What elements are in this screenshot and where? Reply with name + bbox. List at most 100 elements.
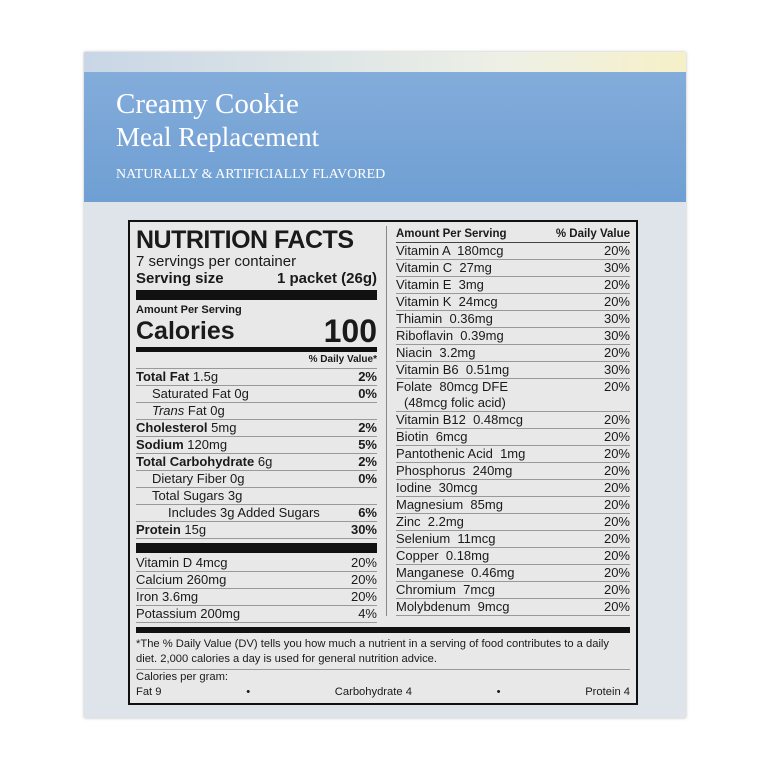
vitamin-dv: 30% (603, 328, 630, 343)
mineral-dv: 20% (350, 572, 377, 587)
nutrient-dv: 2% (358, 454, 377, 469)
vitamin-row: Vitamin C 27mg 30% (396, 260, 630, 277)
vitamin-label: Vitamin C 27mg (396, 260, 492, 275)
vitamin-dv: 20% (603, 243, 630, 258)
amount-per-serving: Amount Per Serving (136, 304, 242, 316)
nutrient-name: Saturated Fat (152, 386, 231, 401)
vitamin-row: Vitamin B6 0.51mg 30% (396, 362, 630, 379)
vitamin-row: Zinc 2.2mg 20% (396, 514, 630, 531)
vitamin-label: Manganese 0.46mg (396, 565, 515, 580)
facts-title: NUTRITION FACTS (136, 226, 354, 254)
nutrient-amount: 3g (227, 488, 243, 503)
nutrient-label: Includes 3g Added Sugars (136, 505, 320, 521)
brand-band: Creamy Cookie Meal Replacement NATURALLY… (84, 52, 686, 202)
calories-label: Calories (136, 317, 235, 345)
nutrient-dv: 5% (358, 437, 377, 452)
nutrient-label: Total Sugars 3g (136, 488, 242, 504)
vitamin-dv: 20% (603, 412, 630, 427)
nutrient-name: Trans (152, 403, 185, 418)
calories-row: Calories 100 (136, 315, 377, 347)
nutrient-label: Protein 15g (136, 522, 206, 538)
vitamin-dv: 20% (603, 277, 630, 292)
right-amount-header: Amount Per Serving (396, 228, 507, 240)
vitamin-label: Biotin 6mcg (396, 429, 468, 444)
mineral-list: Vitamin D 4mcg 20% Calcium 260mg 20% Iron 3.… (136, 555, 377, 623)
vitamin-label: Molybdenum 9mcg (396, 599, 510, 614)
vitamin-label: Copper 0.18mg (396, 548, 490, 563)
medium-rule (136, 347, 377, 352)
vitamin-label: Chromium 7mcg (396, 582, 495, 597)
nutrient-amount: 5mg (211, 420, 237, 435)
nutrient-label: Total Fat 1.5g (136, 369, 218, 385)
flavor-note: NATURALLY & ARTIFICIALLY FLAVORED (116, 167, 386, 182)
vitamin-dv: 30% (603, 362, 630, 377)
vitamin-label: Pantothenic Acid 1mg (396, 446, 526, 461)
vitamin-dv: 20% (603, 294, 630, 309)
mineral-row: Potassium 200mg 4% (136, 606, 377, 623)
mineral-label: Vitamin D 4mcg (136, 555, 228, 570)
bottom-rule (136, 627, 630, 633)
vitamin-row: Copper 0.18mg 20% (396, 548, 630, 565)
vitamin-label: Folate 80mcg DFE (396, 379, 508, 394)
mineral-row: Vitamin D 4mcg 20% (136, 555, 377, 572)
nutrient-name: Sodium (136, 437, 184, 452)
nutrient-row: Total Sugars 3g (136, 488, 377, 505)
vitamin-label: Phosphorus 240mg (396, 463, 513, 478)
nutrient-amount: 6g (257, 454, 273, 469)
vitamin-list: Vitamin A 180mcg 20% Vitamin C 27mg 30% Vita… (396, 243, 630, 616)
thick-rule (136, 543, 377, 553)
nutrient-row: Total Fat 1.5g 2% (136, 369, 377, 386)
bullet: • (496, 686, 501, 698)
left-column: NUTRITION FACTS 7 servings per container… (136, 226, 377, 623)
vitamin-row: Vitamin E 3mg 20% (396, 277, 630, 294)
vitamin-label: Vitamin E 3mg (396, 277, 484, 292)
nutrient-dv: 6% (358, 505, 377, 520)
vitamin-dv: 20% (603, 599, 630, 614)
nutrient-amount: 0g (210, 403, 225, 418)
vitamin-row: Riboflavin 0.39mg 30% (396, 328, 630, 345)
fat-cal: Fat 9 (136, 686, 162, 698)
vitamin-label: Riboflavin 0.39mg (396, 328, 504, 343)
serving-size-row: Serving size 1 packet (26g) (136, 270, 377, 288)
product-name: Creamy Cookie (116, 88, 299, 120)
nutrient-list: Total Fat 1.5g 2% Saturated Fat 0g 0% Trans … (136, 369, 377, 539)
nutrient-row: Includes 3g Added Sugars 6% (136, 505, 377, 522)
vitamin-dv: 20% (603, 497, 630, 512)
vitamin-dv: 20% (603, 429, 630, 444)
vitamin-row: Iodine 30mcg 20% (396, 480, 630, 497)
nutrient-dv: 0% (358, 386, 377, 401)
vitamin-label: Vitamin B12 0.48mcg (396, 412, 523, 427)
vitamin-row: Folate 80mcg DFE (48mcg folic acid) 20% (396, 379, 630, 412)
carb-cal: Carbohydrate 4 (334, 686, 412, 698)
right-dv-header: % Daily Value (555, 228, 630, 240)
vitamin-dv: 20% (603, 514, 630, 529)
vitamin-label: Vitamin K 24mcg (396, 294, 498, 309)
nutrient-name: Total Fat (136, 369, 190, 384)
vitamin-dv: 30% (603, 260, 630, 275)
mineral-label: Potassium 200mg (136, 606, 241, 621)
nutrient-name: Protein (136, 522, 181, 537)
nutrient-dv: 0% (358, 471, 377, 486)
vitamin-label: Vitamin B6 0.51mg (396, 362, 510, 377)
vitamin-dv: 20% (603, 582, 630, 597)
footnote-area: *The % Daily Value (DV) tells you how mu… (136, 637, 630, 700)
vitamin-dv: 20% (603, 480, 630, 495)
vitamin-row: Magnesium 85mg 20% (396, 497, 630, 514)
nutrition-facts-panel: NUTRITION FACTS 7 servings per container… (128, 220, 638, 705)
nutrient-row: Cholesterol 5mg 2% (136, 420, 377, 437)
bullet: • (246, 686, 251, 698)
vitamin-dv: 20% (603, 345, 630, 360)
serving-size-label: Serving size (136, 270, 224, 287)
calories-per-gram-row: Fat 9 • Carbohydrate 4 • Protein 4 (136, 685, 630, 700)
vitamin-label: Iodine 30mcg (396, 480, 478, 495)
nutrient-label: Trans Fat 0g (152, 403, 225, 418)
nutrient-name: Cholesterol (136, 420, 208, 435)
mineral-label: Iron 3.6mg (136, 589, 199, 604)
nutrient-label: Cholesterol 5mg (136, 420, 236, 436)
nutrient-row: Sodium 120mg 5% (136, 437, 377, 454)
mineral-label: Calcium 260mg (136, 572, 227, 587)
vitamin-label: Magnesium 85mg (396, 497, 503, 512)
nutrient-amount: 120mg (187, 437, 228, 452)
servings: 7 servings per container (136, 253, 297, 270)
vitamin-row: Manganese 0.46mg 20% (396, 565, 630, 582)
